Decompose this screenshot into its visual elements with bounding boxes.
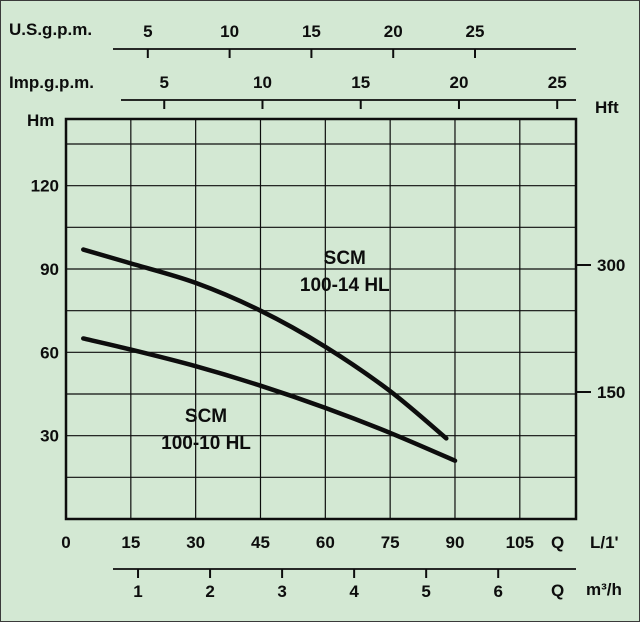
- usgpm-tick-label: 20: [384, 22, 403, 41]
- m3h-tick-label: 3: [277, 582, 286, 601]
- l1-tick-label: 90: [446, 533, 465, 552]
- flow-q-label-m3h: Q: [551, 581, 565, 600]
- hft-tick-label: 300: [597, 256, 625, 275]
- m3h-tick-label: 2: [205, 582, 214, 601]
- head-feet-axis-label: Hft: [595, 98, 619, 117]
- impgpm-tick-label: 5: [160, 73, 169, 92]
- usgpm-tick-label: 25: [466, 22, 485, 41]
- impgpm-tick-label: 20: [450, 73, 469, 92]
- m3h-tick-label: 5: [421, 582, 430, 601]
- pump-curve-label-1: 100-10 HL: [161, 433, 251, 454]
- impgpm-tick-label: 10: [253, 73, 272, 92]
- hft-tick-label: 150: [597, 383, 625, 402]
- l1-tick-label: 0: [61, 533, 70, 552]
- impgpm-tick-label: 15: [351, 73, 370, 92]
- hm-tick-label: 60: [40, 343, 59, 362]
- pump-curve-label-1: SCM: [185, 406, 227, 427]
- l1-tick-label: 30: [186, 533, 205, 552]
- l1-tick-label: 45: [251, 533, 270, 552]
- pump-curve-label-0: 100-14 HL: [300, 275, 390, 296]
- usgpm-tick-label: 10: [220, 22, 239, 41]
- plot-border: [64, 117, 578, 521]
- liters-per-minute-unit-label: L/1': [590, 533, 619, 552]
- l1-tick-label: 105: [506, 533, 534, 552]
- m3h-tick-label: 6: [493, 582, 502, 601]
- pump-curve-1: [81, 336, 458, 463]
- hm-tick-label: 90: [40, 260, 59, 279]
- l1-tick-label: 15: [121, 533, 140, 552]
- impgpm-tick-label: 25: [548, 73, 567, 92]
- usgpm-tick-label: 15: [302, 22, 321, 41]
- hm-tick-label: 120: [31, 177, 59, 196]
- flow-q-label-liters: Q: [551, 533, 565, 552]
- m3h-tick-label: 4: [349, 582, 359, 601]
- head-meters-axis-label: Hm: [27, 111, 55, 130]
- cubic-meters-per-hour-unit-label: m³/h: [586, 580, 622, 599]
- us-gpm-axis-label: U.S.g.p.m.: [9, 20, 93, 39]
- m3h-tick-label: 1: [133, 582, 142, 601]
- hm-tick-label: 30: [40, 427, 59, 446]
- l1-tick-label: 75: [381, 533, 400, 552]
- usgpm-tick-label: 5: [143, 22, 152, 41]
- pump-curve-label-0: SCM: [324, 248, 366, 269]
- l1-tick-label: 60: [316, 533, 335, 552]
- imp-gpm-axis-label: Imp.g.p.m.: [9, 73, 94, 92]
- pump-curve-0: [81, 247, 449, 441]
